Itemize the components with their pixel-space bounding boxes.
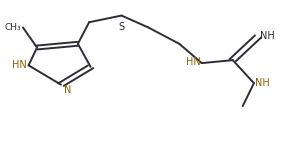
Text: S: S <box>119 22 125 32</box>
Text: NH: NH <box>259 31 274 41</box>
Text: NH: NH <box>255 78 270 88</box>
Text: N: N <box>64 85 71 95</box>
Text: CH₃: CH₃ <box>4 23 21 32</box>
Text: HN: HN <box>186 57 200 67</box>
Text: HN: HN <box>12 60 27 70</box>
